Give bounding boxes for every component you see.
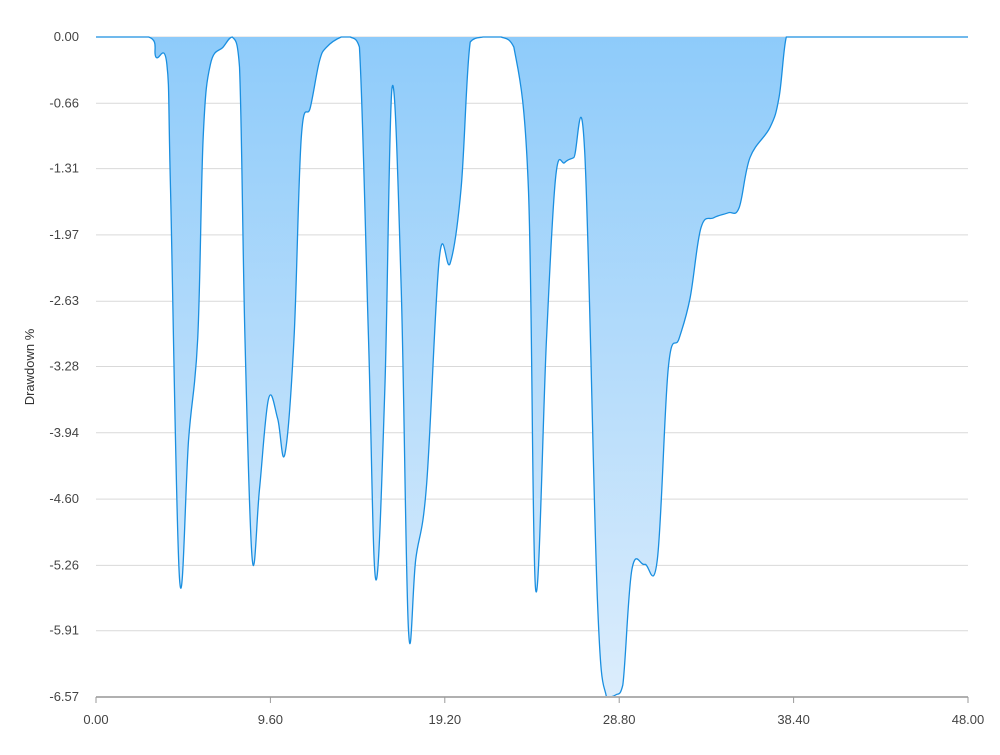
y-tick-label: -5.26 (49, 557, 79, 572)
y-tick-label: -5.91 (49, 623, 79, 638)
y-tick-label: -1.31 (49, 161, 79, 176)
y-tick-label: -3.94 (49, 425, 79, 440)
y-tick-label: -4.60 (49, 491, 79, 506)
axis-layer: 0.00 -0.66 -1.31 -1.97 -2.63 -3.28 -3.94 -4.60 -… (49, 29, 984, 727)
series-layer (96, 36, 968, 698)
x-tick-label: 9.60 (258, 712, 283, 727)
x-tick-label: 38.40 (777, 712, 810, 727)
y-tick-label: -3.28 (49, 358, 79, 373)
x-tick-label: 28.80 (603, 712, 636, 727)
y-tick-label: -0.66 (49, 95, 79, 110)
x-tick-label: 48.00 (952, 712, 985, 727)
y-tick-label: -1.97 (49, 227, 79, 242)
drawdown-line (96, 36, 968, 698)
y-tick-label: -2.63 (49, 293, 79, 308)
y-tick-label: 0.00 (54, 29, 79, 44)
y-axis-title: Drawdown % (22, 328, 37, 405)
x-tick-label: 0.00 (83, 712, 108, 727)
y-tick-label: -6.57 (49, 689, 79, 704)
x-tick-label: 19.20 (429, 712, 462, 727)
